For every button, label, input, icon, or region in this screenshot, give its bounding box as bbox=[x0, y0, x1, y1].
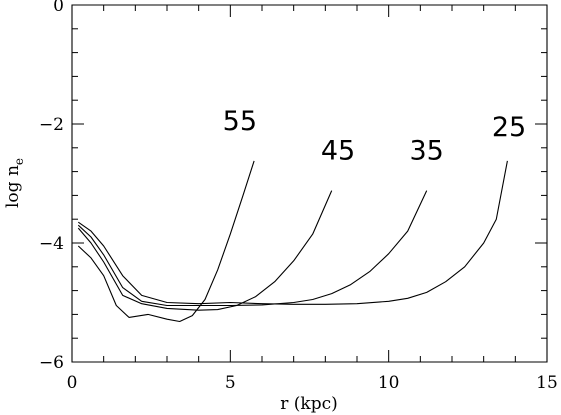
svg-text:log ne: log ne bbox=[3, 158, 26, 208]
y-tick-label: −4 bbox=[39, 234, 64, 254]
y-axis-title-main: log n bbox=[3, 165, 23, 208]
y-tick-label: 0 bbox=[53, 0, 64, 16]
plot-frame bbox=[71, 4, 548, 363]
series-line-55 bbox=[77, 160, 255, 323]
y-tick-label: −6 bbox=[39, 353, 64, 373]
series-line-25 bbox=[77, 160, 508, 305]
ticks-group bbox=[71, 4, 548, 363]
x-tick-label: 5 bbox=[225, 373, 236, 393]
y-axis-title-subscript: e bbox=[12, 158, 26, 165]
x-tick-label: 10 bbox=[378, 373, 400, 393]
axes-frame bbox=[71, 4, 548, 363]
series-label-55: 55 bbox=[223, 106, 257, 137]
series-line-35 bbox=[77, 190, 428, 307]
series-group bbox=[77, 160, 508, 323]
series-label-35: 35 bbox=[409, 136, 443, 167]
x-axis-title: r (kpc) bbox=[280, 394, 338, 414]
series-label-25: 25 bbox=[492, 112, 526, 143]
series-label-45: 45 bbox=[321, 136, 355, 167]
series-line-45 bbox=[77, 190, 333, 311]
x-tick-label: 15 bbox=[536, 373, 558, 393]
x-tick-label: 0 bbox=[67, 373, 78, 393]
y-axis-title: log ne bbox=[3, 158, 26, 208]
series-labels-group: 25 35 45 55 bbox=[223, 106, 527, 167]
tick-labels-group: 0 5 10 15 −6 −4 −2 0 bbox=[39, 0, 558, 393]
y-tick-label: −2 bbox=[39, 115, 64, 135]
